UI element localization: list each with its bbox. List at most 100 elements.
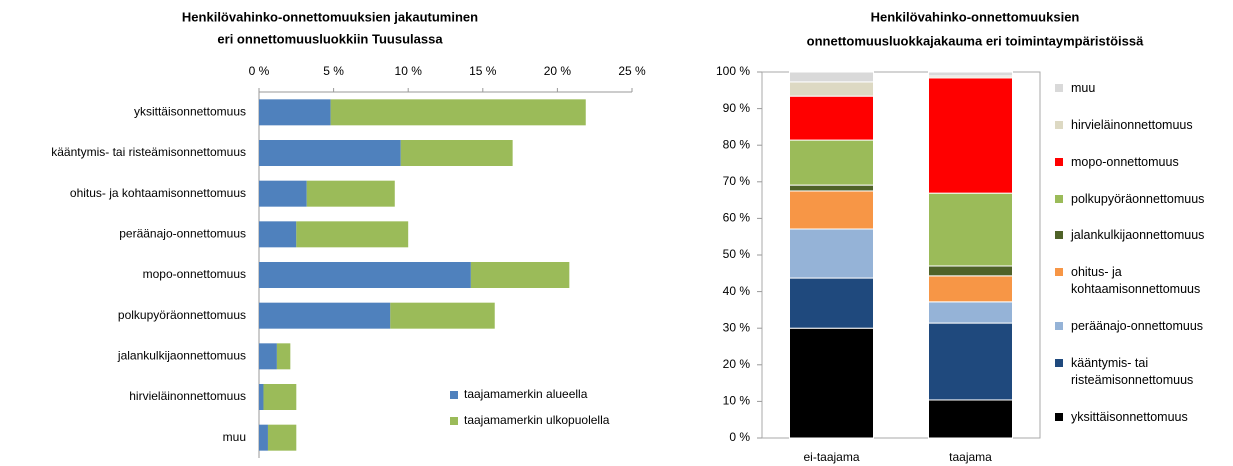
bar [789, 95, 874, 141]
legend-swatch [450, 417, 458, 425]
x-tick-label: 20 % [544, 64, 572, 78]
legend-item: hirvieläinonnettomuus [1055, 117, 1225, 134]
y-tick-label: 10 % [723, 394, 751, 408]
bar [928, 322, 1013, 401]
y-tick-label: mopo-onnettomuus [143, 267, 246, 281]
bar [928, 265, 1013, 277]
legend-label: taajamamerkin ulkopuolella [464, 413, 610, 427]
bar [789, 71, 874, 83]
chart-title: onnettomuusluokkajakauma eri toimintaymp… [807, 33, 1144, 48]
legend-label: ohitus- ja kohtaamisonnettomuus [1071, 265, 1201, 297]
bar [789, 184, 874, 192]
legend-swatch [1055, 322, 1063, 331]
bar [259, 99, 331, 126]
legend-swatch [1055, 157, 1063, 166]
legend-swatch [1055, 231, 1063, 240]
bar [259, 343, 277, 370]
bar [789, 190, 874, 230]
y-tick-label: kääntymis- tai risteämisonnettomuus [51, 145, 246, 159]
bar [259, 180, 307, 207]
bar [400, 140, 513, 166]
bar [276, 343, 291, 370]
x-tick-label: ei-taajama [803, 450, 859, 464]
bar [928, 301, 1013, 324]
bar [306, 180, 395, 207]
bar [259, 384, 264, 410]
x-tick-label: 10 % [395, 64, 423, 78]
y-tick-label: yksittäisonnettomuus [134, 105, 246, 119]
legend-swatch [1055, 194, 1063, 203]
legend-item: jalankulkijaonnettomuus [1055, 227, 1225, 244]
legend-label: taajamamerkin alueella [464, 387, 588, 401]
legend-swatch [1055, 120, 1063, 129]
legend-item: muu [1055, 80, 1225, 97]
y-tick-label: 80 % [723, 137, 751, 151]
y-tick-label: 20 % [723, 357, 751, 371]
y-tick-label: 100 % [716, 64, 750, 78]
bar [789, 228, 874, 279]
y-tick-label: hirvieläinonnettomuus [129, 389, 246, 403]
legend-label: kääntymis- tai risteämisonnettomuus [1071, 356, 1194, 388]
bar [259, 302, 391, 329]
x-tick-label: 0 % [249, 64, 270, 78]
legend-item: ohitus- ja kohtaamisonnettomuus [1055, 264, 1225, 298]
legend-swatch [1055, 83, 1063, 92]
x-tick-label: taajama [949, 450, 992, 464]
bar [259, 424, 268, 451]
bar [259, 140, 401, 166]
bar [789, 139, 874, 186]
bar [928, 71, 1013, 77]
chart-title: Henkilövahinko-onnettomuuksien [871, 9, 1080, 24]
legend-item: peräänajo-onnettomuus [1055, 318, 1225, 335]
bar [789, 327, 874, 439]
legend-swatch [1055, 359, 1063, 368]
legend-item: mopo-onnettomuus [1055, 154, 1225, 171]
bar [789, 81, 874, 97]
y-tick-label: 0 % [729, 430, 750, 444]
y-tick-label: 50 % [723, 247, 751, 261]
bar [267, 424, 297, 451]
legend-label: polkupyöräonnettomuus [1071, 191, 1205, 206]
x-tick-label: 15 % [469, 64, 497, 78]
chart-title: eri onnettomuusluokkiin Tuusulassa [217, 31, 443, 46]
y-tick-label: peräänajo-onnettomuus [119, 227, 246, 241]
bar [259, 221, 297, 248]
bar [928, 192, 1013, 267]
y-tick-label: 90 % [723, 101, 751, 115]
bar [263, 384, 297, 410]
legend: muu hirvieläinonnettomuus mopo-onnettomuus… [1055, 70, 1225, 436]
legend-swatch [1055, 268, 1063, 277]
legend-label: mopo-onnettomuus [1071, 154, 1179, 169]
y-tick-label: jalankulkijaonnettomuus [117, 349, 246, 363]
bar [296, 221, 409, 248]
legend-item: polkupyöräonnettomuus [1055, 191, 1225, 208]
y-tick-label: 40 % [723, 284, 751, 298]
legend-label: jalankulkijaonnettomuus [1071, 228, 1205, 243]
legend-label: hirvieläinonnettomuus [1071, 117, 1193, 132]
legend-swatch [1055, 412, 1063, 421]
legend-swatch [450, 391, 458, 399]
legend-item: kääntymis- tai risteämisonnettomuus [1055, 355, 1225, 389]
legend-item: yksittäisonnettomuus [1055, 409, 1225, 426]
y-tick-label: 70 % [723, 174, 751, 188]
bar [928, 399, 1013, 439]
y-tick-label: 60 % [723, 211, 751, 225]
y-tick-label: 30 % [723, 320, 751, 334]
chart-title: Henkilövahinko-onnettomuuksien jakautumi… [182, 9, 478, 24]
y-tick-label: ohitus- ja kohtaamisonnettomuus [70, 186, 246, 200]
x-tick-label: 25 % [618, 64, 646, 78]
y-tick-label: polkupyöräonnettomuus [118, 308, 246, 322]
bar [330, 99, 586, 126]
bar [390, 302, 495, 329]
bar [259, 262, 471, 288]
legend-label: muu [1071, 80, 1096, 95]
bar [470, 262, 570, 288]
legend-label: peräänajo-onnettomuus [1071, 319, 1204, 334]
bar [789, 277, 874, 329]
y-tick-label: muu [223, 430, 246, 444]
legend-label: yksittäisonnettomuus [1071, 409, 1188, 424]
bar [928, 77, 1013, 194]
bar [928, 275, 1013, 303]
